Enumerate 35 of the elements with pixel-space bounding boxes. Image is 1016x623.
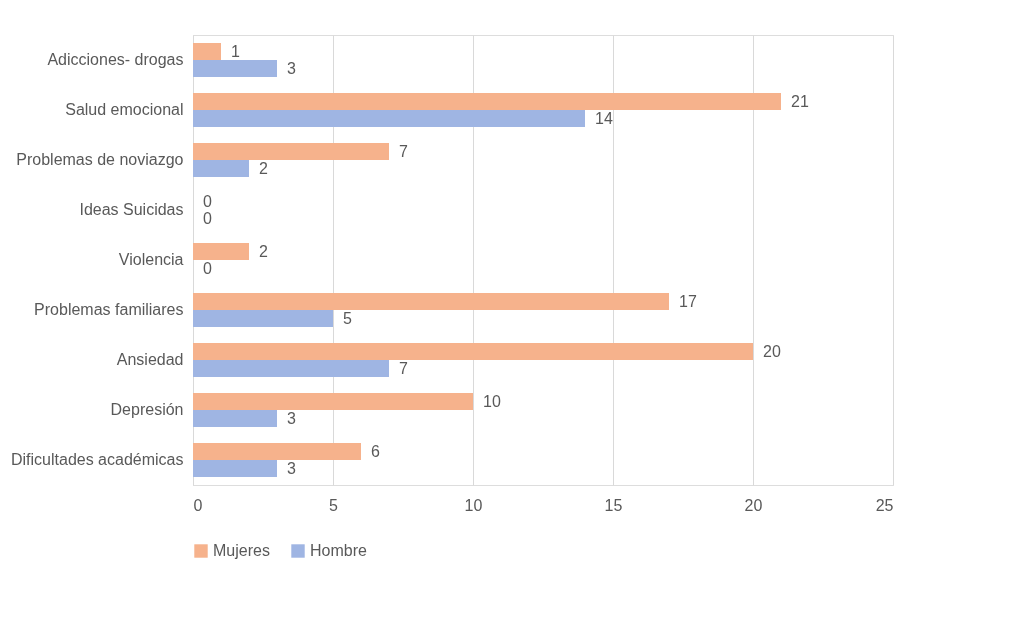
y-tick-label: Dificultades académicas (10, 451, 184, 468)
data-label: 17 (679, 292, 697, 310)
data-label: 20 (763, 342, 781, 360)
data-label: 2 (259, 242, 268, 260)
x-tick-label: 20 (744, 496, 763, 514)
legend-label: Mujeres (213, 542, 270, 559)
data-label: 0 (203, 209, 212, 227)
y-tick-label: Ideas Suicidas (79, 201, 184, 218)
data-label: 0 (203, 259, 212, 277)
x-tick-label: 5 (329, 496, 339, 514)
x-tick-label: 25 (875, 496, 894, 514)
data-label: 6 (371, 442, 380, 460)
y-tick-label: Salud emocional (65, 101, 184, 118)
data-label: 3 (287, 459, 296, 477)
y-tick-label: Violencia (118, 251, 184, 268)
y-tick-label: Problemas de noviazgo (16, 151, 184, 168)
x-tick-label: 0 (193, 496, 203, 514)
y-tick-label: Problemas familiares (34, 301, 184, 318)
y-tick-label: Adicciones- drogas (47, 51, 184, 68)
y-tick-label: Ansiedad (116, 351, 184, 368)
data-label: 7 (399, 142, 408, 160)
data-label: 10 (483, 392, 501, 410)
data-label: 7 (399, 359, 408, 377)
data-label: 14 (595, 109, 613, 127)
data-label: 3 (287, 59, 296, 77)
data-label: 0 (203, 192, 212, 210)
legend-label: Hombre (310, 542, 368, 559)
x-tick-label: 15 (604, 496, 623, 514)
data-label: 21 (791, 92, 809, 110)
x-tick-label: 10 (464, 496, 483, 514)
data-label: 1 (231, 42, 240, 60)
data-label: 2 (259, 159, 268, 177)
y-tick-label: Depresión (110, 401, 184, 418)
data-label: 5 (343, 309, 352, 327)
data-label: 3 (287, 409, 296, 427)
